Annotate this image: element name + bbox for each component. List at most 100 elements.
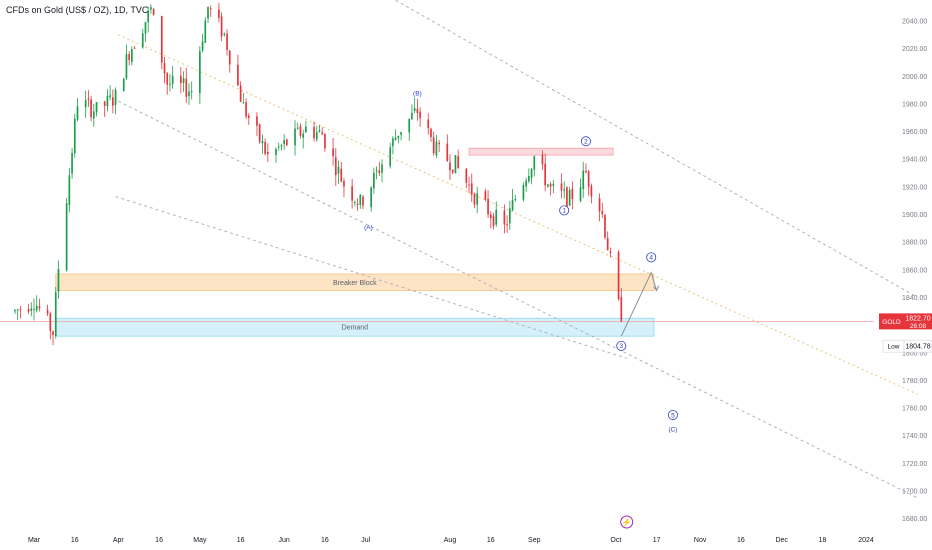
candle-body: [560, 183, 563, 191]
candle-body: [587, 171, 590, 187]
candle-body: [57, 268, 60, 292]
candle-body: [242, 102, 245, 104]
candle-body: [318, 130, 321, 132]
candle-body: [508, 208, 511, 224]
candle-body: [601, 211, 604, 215]
y-tick-label: 1900.00: [902, 212, 927, 219]
candle-body: [487, 198, 489, 215]
candle-body: [373, 172, 375, 189]
candle-body: [19, 309, 22, 311]
candle-body: [340, 168, 343, 182]
candle-body: [370, 187, 372, 208]
candle-body: [438, 142, 440, 145]
y-tick-label: 1980.00: [902, 101, 927, 108]
y-tick-label: 1800.00: [902, 350, 927, 357]
candle-body: [160, 16, 163, 63]
candle-body: [239, 85, 242, 102]
x-tick-label: Sep: [528, 537, 541, 544]
chart-title: CFDs on Gold (US$ / OZ), 1D, TVC: [6, 5, 149, 15]
candle-body: [332, 148, 334, 156]
x-tick-label: 17: [653, 537, 661, 544]
candle-body: [324, 134, 326, 149]
y-tick-label: 2000.00: [902, 74, 927, 81]
breaker-block-label: Breaker Block: [333, 280, 377, 287]
candle-body: [144, 21, 147, 34]
candle-body: [150, 7, 152, 10]
candle-body: [188, 91, 190, 97]
last-price-tag: [904, 313, 932, 330]
candle-body: [356, 203, 359, 205]
wave-circle-2: [580, 136, 591, 147]
x-tick-label: Dec: [775, 537, 788, 544]
symbol-tag: [879, 313, 904, 330]
countdown-text: 26:08: [910, 323, 927, 330]
y-tick-label: 1860.00: [902, 267, 927, 274]
candle-body: [103, 101, 106, 107]
candle-body: [590, 185, 593, 197]
candle-body: [413, 108, 416, 111]
candle-body: [147, 10, 150, 23]
wave-circle-4: [646, 252, 657, 263]
candle-body: [606, 237, 609, 251]
candle-body: [582, 170, 585, 189]
candle-body: [427, 119, 430, 129]
x-tick-label: Nov: [694, 537, 707, 544]
candle-body: [277, 146, 280, 148]
candle-body: [166, 73, 169, 85]
last-price-text: 1822.70: [905, 315, 930, 322]
candle-body: [568, 189, 571, 206]
candle-body: [321, 132, 324, 135]
candle-body: [218, 9, 220, 18]
candle-body: [563, 189, 566, 191]
wave-label-1: 1: [562, 208, 566, 215]
candle-body: [525, 180, 527, 187]
x-tick-label: Oct: [610, 537, 621, 544]
candle-body: [109, 95, 111, 98]
x-tick-label: 16: [321, 537, 329, 544]
candle-body: [305, 126, 307, 133]
y-tick-label: 2020.00: [902, 46, 927, 53]
candle-body: [315, 132, 318, 140]
candle-body: [228, 50, 231, 65]
candle-body: [489, 214, 492, 219]
candle-body: [351, 186, 353, 201]
candle-body: [106, 95, 109, 107]
candle-body: [302, 133, 305, 138]
candle-body: [179, 75, 182, 84]
y-tick-label: 1840.00: [902, 295, 927, 302]
x-tick-label: Aug: [444, 537, 457, 544]
candle-body: [299, 126, 302, 136]
y-tick-label: 1780.00: [902, 378, 927, 385]
candle-body: [617, 252, 620, 300]
y-tick-label: 1760.00: [902, 406, 927, 413]
supply-zone: [468, 147, 614, 156]
x-tick-label: Apr: [113, 537, 125, 544]
y-tick-label: 1700.00: [902, 489, 927, 496]
wave-circle-1: [559, 205, 570, 216]
channel-lower-line: [118, 100, 918, 499]
candle-body: [400, 132, 402, 135]
candle-body: [199, 51, 201, 94]
candle-body: [541, 154, 544, 165]
candle-body: [33, 308, 35, 310]
y-tick-label: 2040.00: [902, 19, 927, 26]
wave-label: (A): [364, 224, 373, 231]
candle-body: [226, 33, 228, 50]
candle-body: [598, 198, 601, 212]
candle-body: [604, 215, 606, 238]
x-tick-label: Jul: [361, 537, 370, 544]
candle-body: [14, 310, 16, 312]
event-marker-symbol: ⚡: [622, 517, 632, 527]
candle-body: [528, 175, 530, 182]
candle-body: [451, 169, 454, 173]
candle-body: [432, 137, 435, 154]
candle-body: [283, 139, 285, 144]
candle-body: [275, 148, 277, 156]
candle-body: [465, 168, 468, 183]
candle-body: [446, 143, 449, 161]
candle-body: [92, 111, 95, 119]
y-tick-label: 1880.00: [902, 240, 927, 247]
candle-body: [46, 309, 49, 314]
candle-body: [49, 313, 52, 331]
